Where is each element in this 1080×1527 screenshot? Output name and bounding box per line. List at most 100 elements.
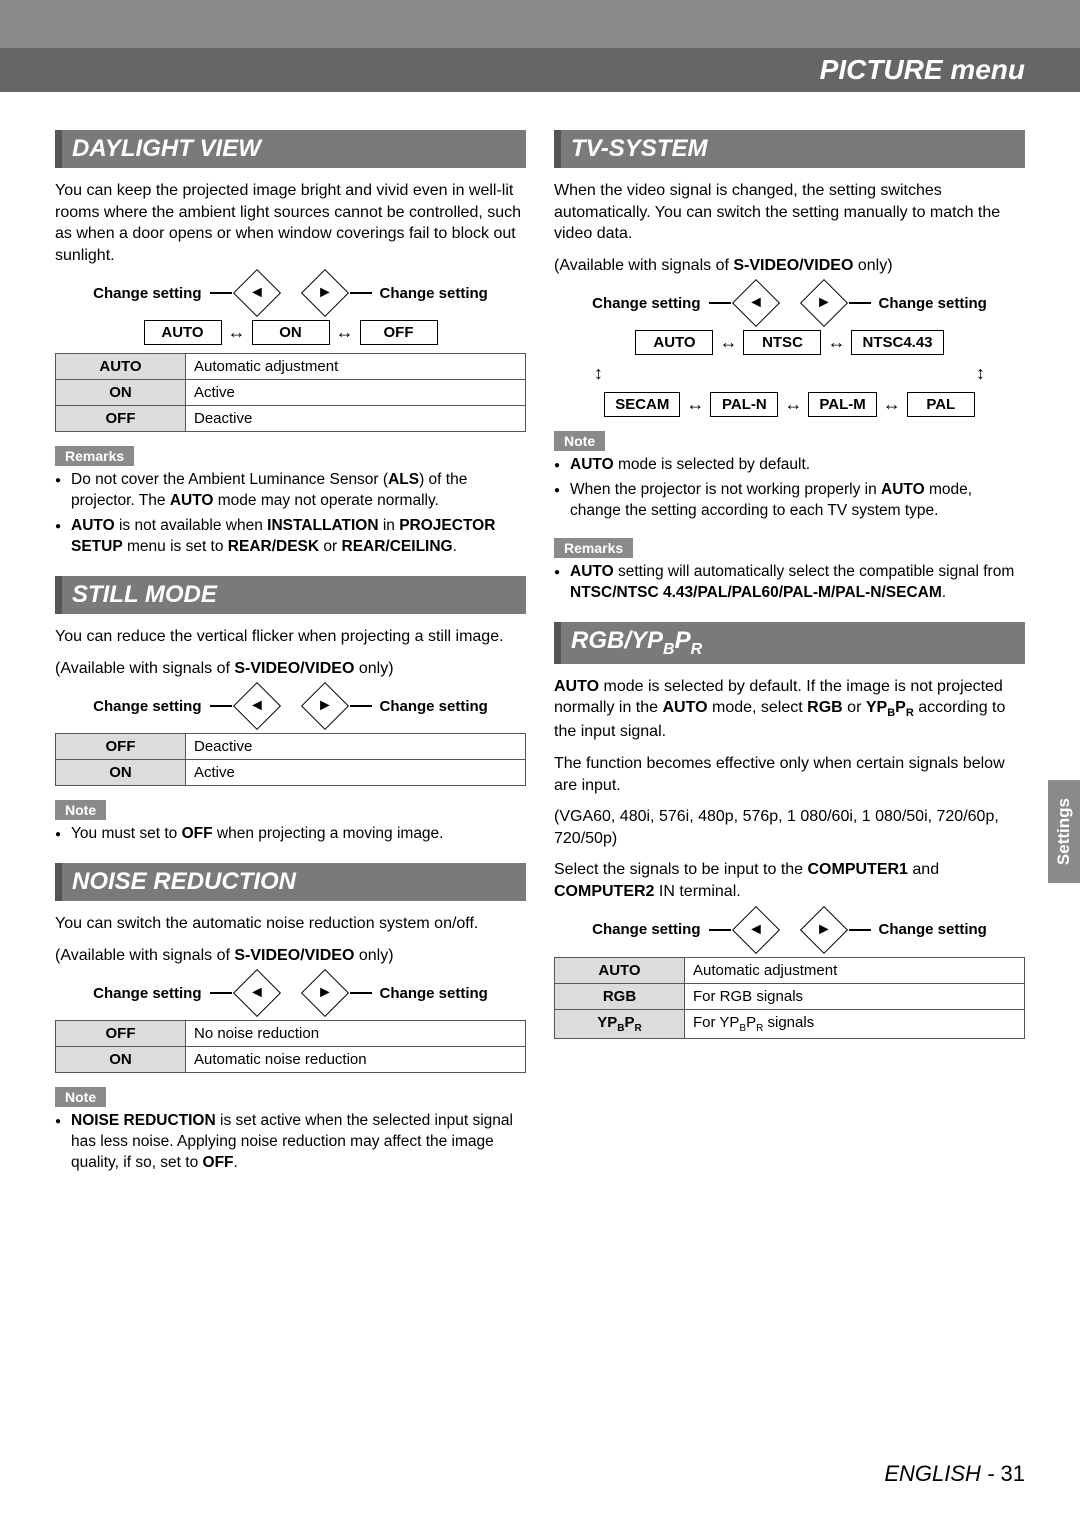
- option-box: PAL: [907, 392, 975, 417]
- right-arrow-icon: ►: [799, 279, 847, 327]
- option-box: ON: [252, 320, 330, 345]
- header-bar: PICTURE menu: [0, 0, 1080, 92]
- footer-sep: -: [981, 1461, 1001, 1486]
- tv-intro: When the video signal is changed, the se…: [554, 180, 1025, 245]
- noise-intro: You can switch the automatic noise reduc…: [55, 913, 526, 935]
- updown-arrow-icon: ↕: [976, 363, 985, 384]
- option-box: SECAM: [604, 392, 680, 417]
- left-arrow-icon: ◄: [232, 269, 280, 317]
- settings-side-tab: Settings: [1048, 780, 1080, 883]
- change-setting-label: Change setting: [592, 921, 700, 938]
- noise-title: NOISE REDUCTION: [55, 863, 526, 901]
- rgb-intro: AUTO mode is selected by default. If the…: [554, 676, 1025, 743]
- table-key: ON: [56, 760, 186, 786]
- list-item: AUTO mode is selected by default.: [554, 455, 1025, 476]
- rgb-p2: The function becomes effective only when…: [554, 753, 1025, 796]
- table-key: ON: [56, 380, 186, 406]
- tv-remarks: AUTO setting will automatically select t…: [554, 562, 1025, 604]
- table-val: Automatic adjustment: [186, 354, 526, 380]
- tv-row1: AUTO ↔ NTSC ↔ NTSC4.43: [554, 330, 1025, 355]
- double-arrow-icon: ↔: [827, 332, 845, 353]
- change-setting-label: Change setting: [380, 285, 488, 302]
- table-val: Automatic adjustment: [685, 957, 1025, 983]
- page-footer: ENGLISH - 31: [884, 1461, 1025, 1487]
- change-setting-label: Change setting: [592, 295, 700, 312]
- table-val: Automatic noise reduction: [186, 1047, 526, 1073]
- change-setting-label: Change setting: [93, 985, 201, 1002]
- double-arrow-icon: ↔: [784, 394, 802, 415]
- left-arrow-icon: ◄: [232, 969, 280, 1017]
- change-setting-row: Change setting ◄ ► Change setting: [554, 286, 1025, 320]
- left-column: DAYLIGHT VIEW You can keep the projected…: [55, 112, 526, 1184]
- remarks-tag: Remarks: [554, 538, 633, 558]
- double-arrow-icon: ↔: [883, 394, 901, 415]
- left-arrow-icon: ◄: [232, 682, 280, 730]
- tv-avail: (Available with signals of S-VIDEO/VIDEO…: [554, 255, 1025, 277]
- change-setting-label: Change setting: [879, 921, 987, 938]
- table-val: For YPBPR signals: [685, 1009, 1025, 1038]
- daylight-intro: You can keep the projected image bright …: [55, 180, 526, 266]
- double-arrow-icon: ↔: [686, 394, 704, 415]
- list-item: AUTO is not available when INSTALLATION …: [55, 516, 526, 558]
- left-arrow-icon: ◄: [731, 279, 779, 327]
- table-key: AUTO: [555, 957, 685, 983]
- tv-notes: AUTO mode is selected by default. When t…: [554, 455, 1025, 522]
- noise-avail: (Available with signals of S-VIDEO/VIDEO…: [55, 945, 526, 967]
- note-tag: Note: [55, 800, 106, 820]
- still-notes: You must set to OFF when projecting a mo…: [55, 824, 526, 845]
- change-setting-label: Change setting: [879, 295, 987, 312]
- double-arrow-icon: ↔: [719, 332, 737, 353]
- option-box: OFF: [360, 320, 438, 345]
- footer-lang: ENGLISH: [884, 1461, 981, 1486]
- note-tag: Note: [554, 431, 605, 451]
- daylight-table: AUTOAutomatic adjustment ONActive OFFDea…: [55, 353, 526, 432]
- noise-notes: NOISE REDUCTION is set active when the s…: [55, 1111, 526, 1174]
- table-val: Deactive: [186, 734, 526, 760]
- daylight-title: DAYLIGHT VIEW: [55, 130, 526, 168]
- change-setting-label: Change setting: [93, 285, 201, 302]
- page-title: PICTURE menu: [0, 48, 1080, 92]
- right-arrow-icon: ►: [300, 969, 348, 1017]
- rgb-p3: (VGA60, 480i, 576i, 480p, 576p, 1 080/60…: [554, 806, 1025, 849]
- option-box: PAL-M: [808, 392, 876, 417]
- table-key: YPBPR: [555, 1009, 685, 1038]
- table-key: OFF: [56, 1021, 186, 1047]
- still-intro: You can reduce the vertical flicker when…: [55, 626, 526, 648]
- double-arrow-icon: ↔: [336, 322, 354, 343]
- change-setting-row: Change setting ◄ ► Change setting: [554, 913, 1025, 947]
- table-val: Active: [186, 380, 526, 406]
- list-item: Do not cover the Ambient Luminance Senso…: [55, 470, 526, 512]
- double-arrow-icon: ↔: [228, 322, 246, 343]
- option-box: NTSC4.43: [851, 330, 943, 355]
- table-key: OFF: [56, 734, 186, 760]
- list-item: You must set to OFF when projecting a mo…: [55, 824, 526, 845]
- table-key: RGB: [555, 983, 685, 1009]
- list-item: When the projector is not working proper…: [554, 480, 1025, 522]
- rgb-table: AUTOAutomatic adjustment RGBFor RGB sign…: [554, 957, 1025, 1039]
- tv-vert-arrows: ↕ ↕: [554, 363, 1025, 384]
- change-setting-row: Change setting ◄ ► Change setting: [55, 689, 526, 723]
- table-key: ON: [56, 1047, 186, 1073]
- table-key: OFF: [56, 406, 186, 432]
- still-table: OFFDeactive ONActive: [55, 733, 526, 786]
- list-item: NOISE REDUCTION is set active when the s…: [55, 1111, 526, 1174]
- still-avail: (Available with signals of S-VIDEO/VIDEO…: [55, 658, 526, 680]
- rgb-title: RGB/YPBPR: [554, 622, 1025, 664]
- right-arrow-icon: ►: [300, 269, 348, 317]
- table-val: For RGB signals: [685, 983, 1025, 1009]
- daylight-remarks: Do not cover the Ambient Luminance Senso…: [55, 470, 526, 558]
- rgb-p4: Select the signals to be input to the CO…: [554, 859, 1025, 902]
- right-column: TV-SYSTEM When the video signal is chang…: [554, 112, 1025, 1184]
- option-box: AUTO: [144, 320, 222, 345]
- option-box: AUTO: [635, 330, 713, 355]
- still-title: STILL MODE: [55, 576, 526, 614]
- option-box: NTSC: [743, 330, 821, 355]
- table-val: Deactive: [186, 406, 526, 432]
- tv-title: TV-SYSTEM: [554, 130, 1025, 168]
- noise-table: OFFNo noise reduction ONAutomatic noise …: [55, 1020, 526, 1073]
- change-setting-label: Change setting: [380, 698, 488, 715]
- right-arrow-icon: ►: [799, 906, 847, 954]
- table-val: No noise reduction: [186, 1021, 526, 1047]
- change-setting-label: Change setting: [93, 698, 201, 715]
- change-setting-row: Change setting ◄ ► Change setting: [55, 276, 526, 310]
